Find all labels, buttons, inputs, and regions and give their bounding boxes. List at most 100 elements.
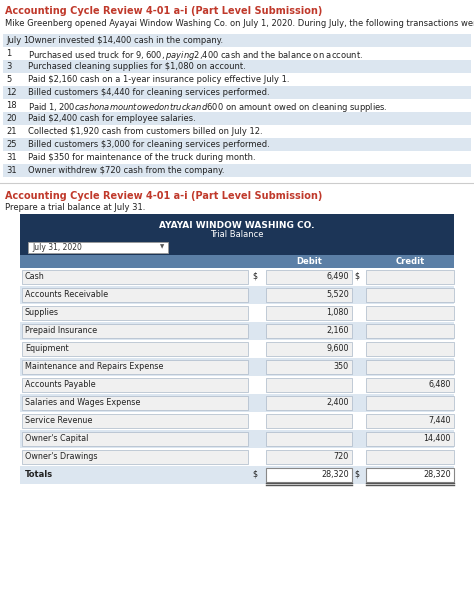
- Text: Paid $2,160 cash on a 1-year insurance policy effective July 1.: Paid $2,160 cash on a 1-year insurance p…: [28, 75, 290, 84]
- FancyBboxPatch shape: [366, 324, 454, 338]
- FancyBboxPatch shape: [366, 432, 454, 446]
- FancyBboxPatch shape: [20, 394, 454, 412]
- Text: $: $: [252, 272, 257, 281]
- FancyBboxPatch shape: [20, 430, 454, 448]
- FancyBboxPatch shape: [22, 270, 248, 284]
- Text: 9,600: 9,600: [327, 344, 349, 353]
- FancyBboxPatch shape: [266, 324, 352, 338]
- Text: AYAYAI WINDOW WASHING CO.: AYAYAI WINDOW WASHING CO.: [159, 221, 315, 230]
- Text: Prepare a trial balance at July 31.: Prepare a trial balance at July 31.: [5, 203, 146, 212]
- FancyBboxPatch shape: [266, 432, 352, 446]
- FancyBboxPatch shape: [20, 340, 454, 358]
- Text: July 31, 2020: July 31, 2020: [32, 243, 82, 252]
- FancyBboxPatch shape: [266, 414, 352, 428]
- Text: 6,480: 6,480: [428, 380, 451, 389]
- FancyBboxPatch shape: [22, 288, 248, 302]
- Text: Paid $1,200 cash on amount owed on truck and $600 on amount owed on cleaning sup: Paid $1,200 cash on amount owed on truck…: [28, 101, 388, 114]
- Text: Cash: Cash: [25, 272, 45, 281]
- FancyBboxPatch shape: [366, 270, 454, 284]
- FancyBboxPatch shape: [366, 360, 454, 374]
- FancyBboxPatch shape: [366, 468, 454, 482]
- FancyBboxPatch shape: [366, 288, 454, 302]
- Text: $: $: [354, 272, 359, 281]
- Text: Purchased used truck for $9,600, paying $2,400 cash and the balance on account.: Purchased used truck for $9,600, paying …: [28, 49, 363, 62]
- FancyBboxPatch shape: [3, 151, 471, 164]
- Text: Mike Greenberg opened Ayayai Window Washing Co. on July 1, 2020. During July, th: Mike Greenberg opened Ayayai Window Wash…: [5, 19, 474, 28]
- FancyBboxPatch shape: [22, 378, 248, 392]
- FancyBboxPatch shape: [3, 164, 471, 177]
- FancyBboxPatch shape: [3, 125, 471, 138]
- Text: Totals: Totals: [25, 470, 53, 479]
- FancyBboxPatch shape: [3, 47, 471, 60]
- FancyBboxPatch shape: [20, 268, 454, 286]
- Text: July 1: July 1: [6, 36, 29, 45]
- Text: 350: 350: [334, 362, 349, 371]
- Text: Collected $1,920 cash from customers billed on July 12.: Collected $1,920 cash from customers bil…: [28, 127, 263, 136]
- FancyBboxPatch shape: [366, 378, 454, 392]
- Text: 2,400: 2,400: [327, 398, 349, 407]
- Text: Supplies: Supplies: [25, 308, 59, 317]
- Text: 21: 21: [6, 127, 17, 136]
- Text: 720: 720: [334, 452, 349, 461]
- Text: 18: 18: [6, 101, 17, 110]
- Text: Accounts Payable: Accounts Payable: [25, 380, 96, 389]
- Text: 12: 12: [6, 88, 17, 97]
- FancyBboxPatch shape: [22, 414, 248, 428]
- Text: 3: 3: [6, 62, 11, 71]
- Text: Owner's Drawings: Owner's Drawings: [25, 452, 98, 461]
- FancyBboxPatch shape: [266, 468, 352, 482]
- Text: Owner invested $14,400 cash in the company.: Owner invested $14,400 cash in the compa…: [28, 36, 223, 45]
- FancyBboxPatch shape: [22, 342, 248, 356]
- Text: Billed customers $3,000 for cleaning services performed.: Billed customers $3,000 for cleaning ser…: [28, 140, 270, 149]
- FancyBboxPatch shape: [366, 306, 454, 320]
- Text: Equipment: Equipment: [25, 344, 69, 353]
- FancyBboxPatch shape: [3, 138, 471, 151]
- Text: 5: 5: [6, 75, 11, 84]
- Text: 7,440: 7,440: [428, 416, 451, 425]
- FancyBboxPatch shape: [366, 342, 454, 356]
- FancyBboxPatch shape: [266, 342, 352, 356]
- Text: Paid $350 for maintenance of the truck during month.: Paid $350 for maintenance of the truck d…: [28, 153, 255, 162]
- Text: 28,320: 28,320: [423, 470, 451, 479]
- FancyBboxPatch shape: [20, 466, 454, 484]
- FancyBboxPatch shape: [3, 60, 471, 73]
- FancyBboxPatch shape: [28, 242, 168, 253]
- Text: 20: 20: [6, 114, 17, 123]
- Text: 25: 25: [6, 140, 17, 149]
- Text: Accounting Cycle Review 4-01 a-i (Part Level Submission): Accounting Cycle Review 4-01 a-i (Part L…: [5, 6, 322, 16]
- Text: Maintenance and Repairs Expense: Maintenance and Repairs Expense: [25, 362, 164, 371]
- FancyBboxPatch shape: [20, 448, 454, 466]
- FancyBboxPatch shape: [3, 34, 471, 47]
- Text: Accounting Cycle Review 4-01 a-i (Part Level Submission): Accounting Cycle Review 4-01 a-i (Part L…: [5, 191, 322, 201]
- FancyBboxPatch shape: [22, 306, 248, 320]
- FancyBboxPatch shape: [266, 270, 352, 284]
- Text: $: $: [252, 470, 257, 479]
- FancyBboxPatch shape: [20, 358, 454, 376]
- Text: Billed customers $4,440 for cleaning services performed.: Billed customers $4,440 for cleaning ser…: [28, 88, 270, 97]
- Text: Prepaid Insurance: Prepaid Insurance: [25, 326, 97, 335]
- Text: Trial Balance: Trial Balance: [210, 230, 264, 239]
- FancyBboxPatch shape: [22, 324, 248, 338]
- Text: $: $: [354, 470, 359, 479]
- FancyBboxPatch shape: [3, 99, 471, 112]
- Text: Paid $2,400 cash for employee salaries.: Paid $2,400 cash for employee salaries.: [28, 114, 196, 123]
- FancyBboxPatch shape: [266, 306, 352, 320]
- FancyBboxPatch shape: [3, 86, 471, 99]
- FancyBboxPatch shape: [266, 360, 352, 374]
- Text: 1: 1: [6, 49, 11, 58]
- FancyBboxPatch shape: [20, 412, 454, 430]
- Text: 31: 31: [6, 153, 17, 162]
- FancyBboxPatch shape: [20, 255, 454, 268]
- Text: 28,320: 28,320: [321, 470, 349, 479]
- FancyBboxPatch shape: [20, 304, 454, 322]
- Text: Accounts Receivable: Accounts Receivable: [25, 290, 108, 299]
- Text: Debit: Debit: [296, 257, 322, 266]
- Text: 1,080: 1,080: [327, 308, 349, 317]
- FancyBboxPatch shape: [20, 214, 454, 240]
- Text: Service Revenue: Service Revenue: [25, 416, 92, 425]
- Text: Purchased cleaning supplies for $1,080 on account.: Purchased cleaning supplies for $1,080 o…: [28, 62, 246, 71]
- FancyBboxPatch shape: [22, 360, 248, 374]
- FancyBboxPatch shape: [3, 73, 471, 86]
- FancyBboxPatch shape: [266, 288, 352, 302]
- FancyBboxPatch shape: [22, 396, 248, 410]
